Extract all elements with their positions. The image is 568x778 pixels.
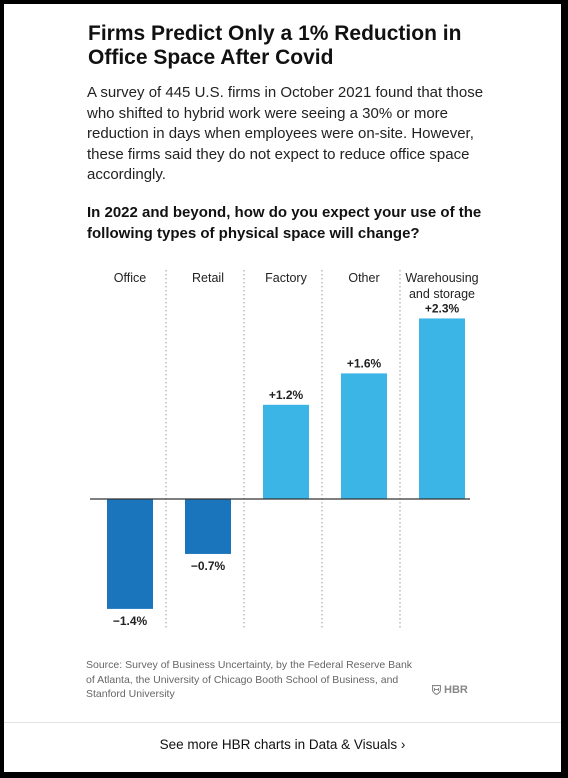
chart-card: [4, 4, 561, 772]
value-label: −0.7%: [191, 559, 226, 573]
bar: [341, 373, 387, 499]
category-label: Factory: [265, 271, 307, 285]
category-label: Office: [114, 271, 146, 285]
shield-icon: [432, 685, 441, 695]
bar: [263, 404, 309, 499]
chart-description: A survey of 445 U.S. firms in October 20…: [87, 84, 484, 183]
category-label: Retail: [192, 271, 224, 285]
value-label: +1.6%: [347, 356, 382, 370]
chart-title: Firms Predict Only a 1% Reduction in Off…: [88, 22, 462, 69]
chart-question: In 2022 and beyond, how do you expect yo…: [87, 204, 482, 242]
category-label: Other: [348, 271, 379, 285]
value-label: +1.2%: [269, 388, 304, 402]
value-label: −1.4%: [113, 614, 148, 628]
see-more-charts-link[interactable]: See more HBR charts in Data & Visuals ›: [159, 737, 406, 752]
category-label: Warehousing: [405, 271, 478, 285]
bar-chart: −1.4% Office −0.7% Retail +1.2% Factory +1.6% O…: [90, 270, 479, 630]
bar: [185, 499, 231, 554]
bar: [107, 499, 153, 609]
logo-text: HBR: [444, 684, 468, 696]
bar: [419, 318, 465, 499]
category-label: and storage: [409, 287, 475, 301]
footer-divider: [4, 722, 561, 723]
hbr-logo: HBR: [432, 684, 468, 696]
source-note: Source: Survey of Business Uncertainty, …: [86, 659, 413, 700]
value-label: +2.3%: [425, 301, 460, 315]
